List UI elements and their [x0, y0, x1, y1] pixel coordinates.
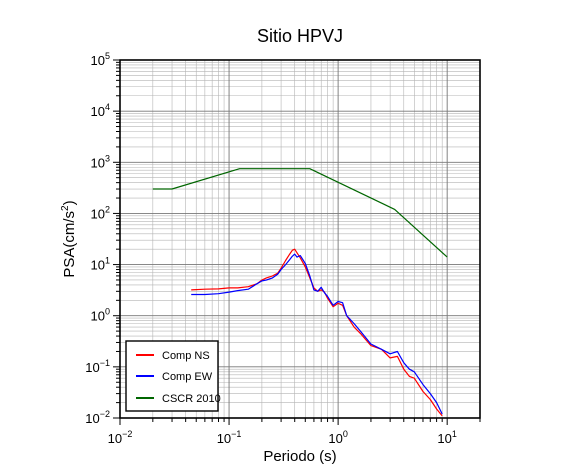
y-tick-label: 100	[91, 307, 110, 324]
plot-frame	[119, 59, 481, 419]
y-tick-label: 105	[91, 51, 110, 68]
y-tick-label: 103	[91, 153, 110, 170]
series-line-1	[191, 248, 443, 417]
legend-label-cscr: CSCR 2010	[162, 393, 221, 405]
series-line-3	[152, 168, 448, 258]
y-axis-title: PSA(cm/s2)	[60, 200, 78, 277]
series-line-2	[191, 253, 443, 415]
chart-title: Sitio HPVJ	[257, 26, 343, 46]
y-tick-label: 101	[91, 256, 110, 273]
x-tick-label: 100	[328, 429, 347, 446]
y-tick-label: 10−2	[85, 409, 110, 426]
y-tick-label: 102	[91, 204, 110, 221]
legend-label-ns: Comp NS	[162, 350, 210, 362]
legend-label-ew: Comp EW	[162, 371, 213, 383]
x-tick-label: 10−1	[217, 429, 242, 446]
x-tick-label: 101	[437, 429, 456, 446]
y-axis-title-base: PSA(cm/s	[61, 211, 78, 278]
y-axis-title-sup: 2	[60, 205, 71, 211]
series-layer	[152, 168, 448, 417]
y-tick-label: 10−1	[85, 358, 110, 375]
y-tick-label: 104	[91, 102, 110, 119]
x-axis-title: Periodo (s)	[263, 448, 336, 465]
y-axis-title-tail: )	[61, 200, 78, 205]
grid-minor	[120, 60, 481, 418]
legend: Comp NS Comp EW CSCR 2010	[125, 340, 221, 412]
ticks-layer: 10−2 10−1 100 101 10−2 10−1 100 101 102 103 104 105	[85, 51, 481, 446]
x-tick-label: 10−2	[108, 429, 133, 446]
